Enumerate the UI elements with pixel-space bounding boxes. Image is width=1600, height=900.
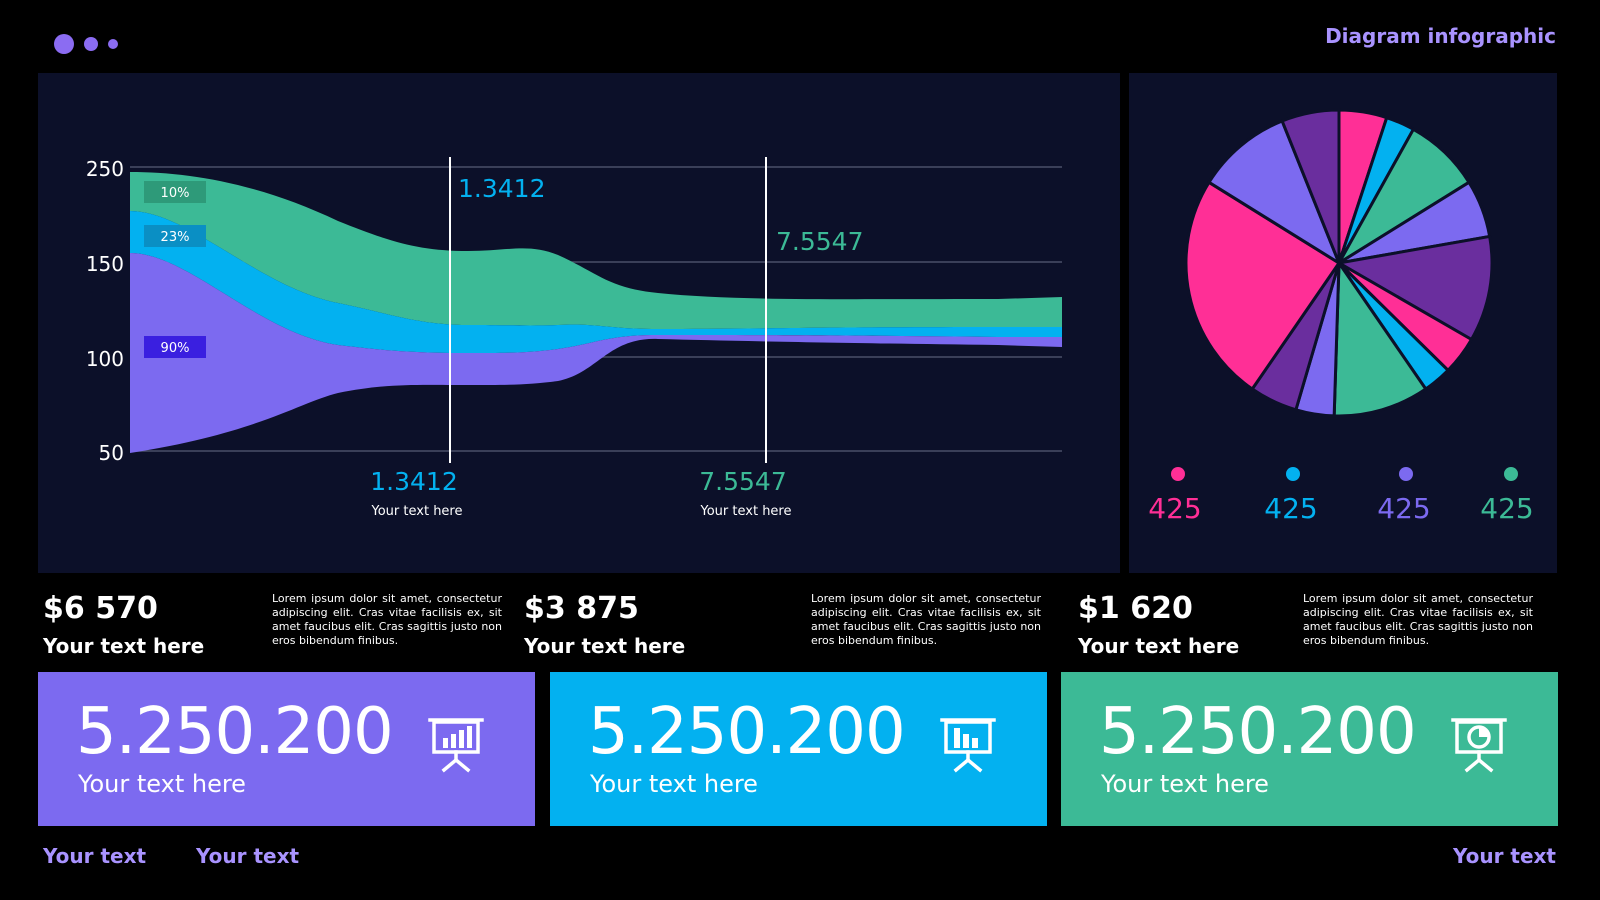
stat-description: Lorem ipsum dolor sit amet, consectetur … bbox=[1303, 592, 1533, 647]
kpi-value: 5.250.200 bbox=[76, 695, 394, 769]
band-label-bg bbox=[144, 336, 206, 358]
band-label-blue: 23% bbox=[161, 230, 190, 245]
stat-label: Your text here bbox=[1078, 634, 1240, 658]
window-dot-small bbox=[108, 39, 118, 49]
stat-block: $6 570 Your text here bbox=[43, 591, 205, 659]
pie-slice bbox=[1280, 108, 1341, 265]
legend-value: 425 bbox=[1264, 492, 1317, 525]
area-chart-panel: 250 150 100 50 10% 23% 90% 1.3412 7.5547… bbox=[38, 73, 1120, 573]
kpi-value: 5.250.200 bbox=[1099, 695, 1417, 769]
kpi-label: Your text here bbox=[78, 770, 246, 798]
band-label-purple: 90% bbox=[161, 341, 190, 356]
stat-amount: $3 875 bbox=[524, 591, 639, 626]
stat-amount: $6 570 bbox=[43, 591, 158, 626]
pie-slice bbox=[1207, 119, 1341, 265]
marker-top-value: 7.5547 bbox=[776, 227, 863, 256]
kpi-value: 5.250.200 bbox=[588, 695, 906, 769]
legend-value: 425 bbox=[1377, 492, 1430, 525]
legend-value: 425 bbox=[1480, 492, 1533, 525]
y-tick-label: 100 bbox=[86, 347, 124, 371]
footer-link[interactable]: Your text bbox=[1452, 844, 1556, 868]
marker-caption: Your text here bbox=[371, 504, 463, 519]
presentation-pie-chart-icon bbox=[1451, 718, 1507, 773]
band-label-green: 10% bbox=[161, 186, 190, 201]
stat-block: $1 620 Your text here bbox=[1078, 591, 1240, 659]
kpi-label: Your text here bbox=[1101, 770, 1269, 798]
y-tick-label: 250 bbox=[86, 157, 124, 181]
kpi-card: 5.250.200 Your text here bbox=[1061, 672, 1558, 826]
pie-slice bbox=[1337, 234, 1494, 341]
area-chart: 250 150 100 50 10% 23% 90% 1.3412 7.5547… bbox=[86, 157, 1062, 519]
pie-chart-panel: 425 425 425 425 bbox=[1129, 73, 1557, 573]
legend-dot bbox=[1171, 467, 1185, 481]
pie-slice bbox=[1184, 180, 1341, 391]
marker-bottom-value: 7.5547 bbox=[699, 467, 786, 496]
area-band-blue bbox=[130, 211, 1062, 353]
pie-slice bbox=[1332, 261, 1428, 418]
window-dot-large bbox=[54, 34, 74, 54]
band-label-bg bbox=[144, 181, 206, 203]
kpi-card: 5.250.200 Your text here bbox=[38, 672, 535, 826]
area-band-purple bbox=[130, 253, 1062, 453]
stat-label: Your text here bbox=[524, 634, 686, 658]
y-tick-label: 50 bbox=[99, 441, 124, 465]
legend-dot bbox=[1504, 467, 1518, 481]
kpi-card: 5.250.200 Your text here bbox=[550, 672, 1047, 826]
legend-value: 425 bbox=[1148, 492, 1201, 525]
marker-top-value: 1.3412 bbox=[458, 174, 545, 203]
window-dot-medium bbox=[84, 37, 98, 51]
stat-amount: $1 620 bbox=[1078, 591, 1193, 626]
y-tick-label: 150 bbox=[86, 252, 124, 276]
pie-chart: 425 425 425 425 bbox=[1148, 108, 1534, 525]
footer-link[interactable]: Your text bbox=[43, 844, 147, 868]
legend-dot bbox=[1286, 467, 1300, 481]
presentation-column-chart-icon bbox=[940, 718, 996, 773]
area-band-green bbox=[130, 172, 1062, 329]
band-label-bg bbox=[144, 225, 206, 247]
stat-description: Lorem ipsum dolor sit amet, consectetur … bbox=[811, 592, 1041, 647]
presentation-bar-chart-icon bbox=[428, 718, 484, 773]
kpi-label: Your text here bbox=[590, 770, 758, 798]
page-title: Diagram infographic bbox=[1325, 24, 1556, 48]
legend-dot bbox=[1399, 467, 1413, 481]
footer-link[interactable]: Your text bbox=[196, 844, 300, 868]
stat-description: Lorem ipsum dolor sit amet, consectetur … bbox=[272, 592, 502, 647]
stat-block: $3 875 Your text here bbox=[524, 591, 686, 659]
marker-caption: Your text here bbox=[700, 504, 792, 519]
marker-bottom-value: 1.3412 bbox=[370, 467, 457, 496]
stat-label: Your text here bbox=[43, 634, 205, 658]
